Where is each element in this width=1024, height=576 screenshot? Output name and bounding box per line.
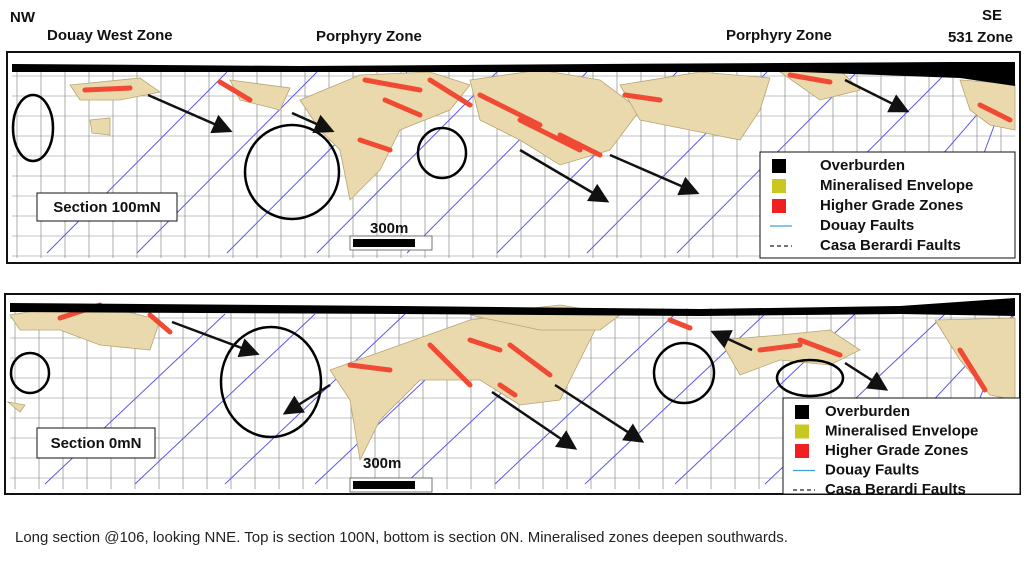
scale-bar <box>353 481 415 489</box>
mineralised-envelope <box>719 329 861 376</box>
mineralised-envelope <box>619 71 771 141</box>
legend-swatch <box>795 424 809 439</box>
plunge-arrow <box>609 153 700 196</box>
target-circle <box>11 93 55 163</box>
section-box <box>36 192 178 222</box>
legend-swatch <box>772 179 786 193</box>
panel-labels: Overburden Mineralised Envelope Higher Gra… <box>51 157 979 498</box>
legend-swatch <box>795 444 809 458</box>
legend-label: Higher Grade Zones <box>825 442 968 459</box>
legend-label: Douay Faults <box>820 217 914 234</box>
higher-grade-zone <box>147 312 173 335</box>
plunge-arrow <box>710 330 753 352</box>
higher-grade-zone <box>382 97 423 118</box>
higher-grade-zone <box>557 132 603 158</box>
mineralised-envelope <box>89 117 111 136</box>
mineralised-envelope <box>469 69 641 166</box>
scale-bar <box>353 239 415 247</box>
higher-grade-zone <box>82 85 133 93</box>
douay-fault <box>494 313 676 485</box>
target-circle <box>416 126 468 180</box>
zone-label: Porphyry Zone <box>726 27 832 44</box>
mineralised-envelope <box>299 71 471 201</box>
legend-swatch <box>772 159 786 173</box>
douay-fault <box>136 71 318 254</box>
higher-grade-zone <box>467 337 503 353</box>
direction-label: NW <box>10 9 36 26</box>
plunge-arrow <box>282 383 331 415</box>
scale-label: 300m <box>363 455 401 472</box>
higher-grade-zone <box>517 117 583 153</box>
legend-label: Mineralised Envelope <box>820 177 973 194</box>
higher-grade-zone <box>957 347 988 393</box>
legend-swatch <box>772 199 786 213</box>
higher-grade-zone <box>497 382 518 398</box>
higher-grade-zone <box>217 79 253 103</box>
legend-label: Casa Berardi Faults <box>825 481 966 498</box>
zone-label: 531 Zone <box>948 29 1013 46</box>
higher-grade-zone <box>477 92 543 128</box>
direction-label: SE <box>982 7 1002 24</box>
legend-box <box>759 151 1016 259</box>
legend-label: Overburden <box>820 157 905 174</box>
higher-grade-zone <box>977 102 1013 123</box>
target-circle <box>243 123 341 221</box>
plunge-arrow <box>291 111 335 134</box>
mineralised-envelope <box>6 401 26 413</box>
legend-label: Casa Berardi Faults <box>820 237 961 254</box>
higher-grade-zone <box>427 342 473 388</box>
target-circle <box>9 351 51 395</box>
section-drawings <box>4 51 1021 495</box>
zone-label: Douay West Zone <box>47 27 173 44</box>
plunge-arrow <box>519 148 610 203</box>
legend-label: Douay Faults <box>825 461 919 478</box>
higher-grade-zone <box>667 317 693 331</box>
legend-label: Higher Grade Zones <box>820 197 963 214</box>
plunge-arrow <box>147 93 233 134</box>
caption: Long section @106, looking NNE. Top is s… <box>15 529 788 546</box>
section-box <box>36 427 156 459</box>
plunge-arrow <box>844 78 910 113</box>
douay-fault <box>224 313 406 485</box>
higher-grade-zone <box>427 77 473 108</box>
plunge-arrow <box>491 390 578 450</box>
douay-fault <box>46 71 228 254</box>
higher-grade-zone <box>362 77 423 93</box>
plunge-arrow <box>844 361 889 391</box>
higher-grade-zone <box>507 342 553 378</box>
section-label: Section 100mN <box>53 199 161 216</box>
target-circle <box>775 358 845 398</box>
target-circle <box>652 341 716 405</box>
section-panel <box>4 293 1021 495</box>
plunge-arrow <box>171 320 260 358</box>
higher-grade-zone <box>787 72 833 85</box>
scale-label: 300m <box>370 220 408 237</box>
section-panel <box>6 51 1021 264</box>
legend-swatch <box>795 405 809 419</box>
mineralised-envelope <box>329 309 601 462</box>
higher-grade-zone <box>757 342 803 353</box>
overburden <box>12 62 1015 86</box>
section-label: Section 0mN <box>51 435 142 452</box>
legend-box <box>782 397 1021 495</box>
target-circle <box>219 325 323 439</box>
legend-label: Overburden <box>825 403 910 420</box>
higher-grade-zone <box>622 92 663 103</box>
higher-grade-zone <box>347 362 393 373</box>
zone-label: Porphyry Zone <box>316 28 422 45</box>
higher-grade-zone <box>357 137 393 153</box>
plunge-arrow <box>554 383 645 443</box>
legend-label: Mineralised Envelope <box>825 422 978 439</box>
douay-fault <box>134 313 316 485</box>
overburden <box>10 298 1015 316</box>
higher-grade-zone <box>797 337 843 358</box>
